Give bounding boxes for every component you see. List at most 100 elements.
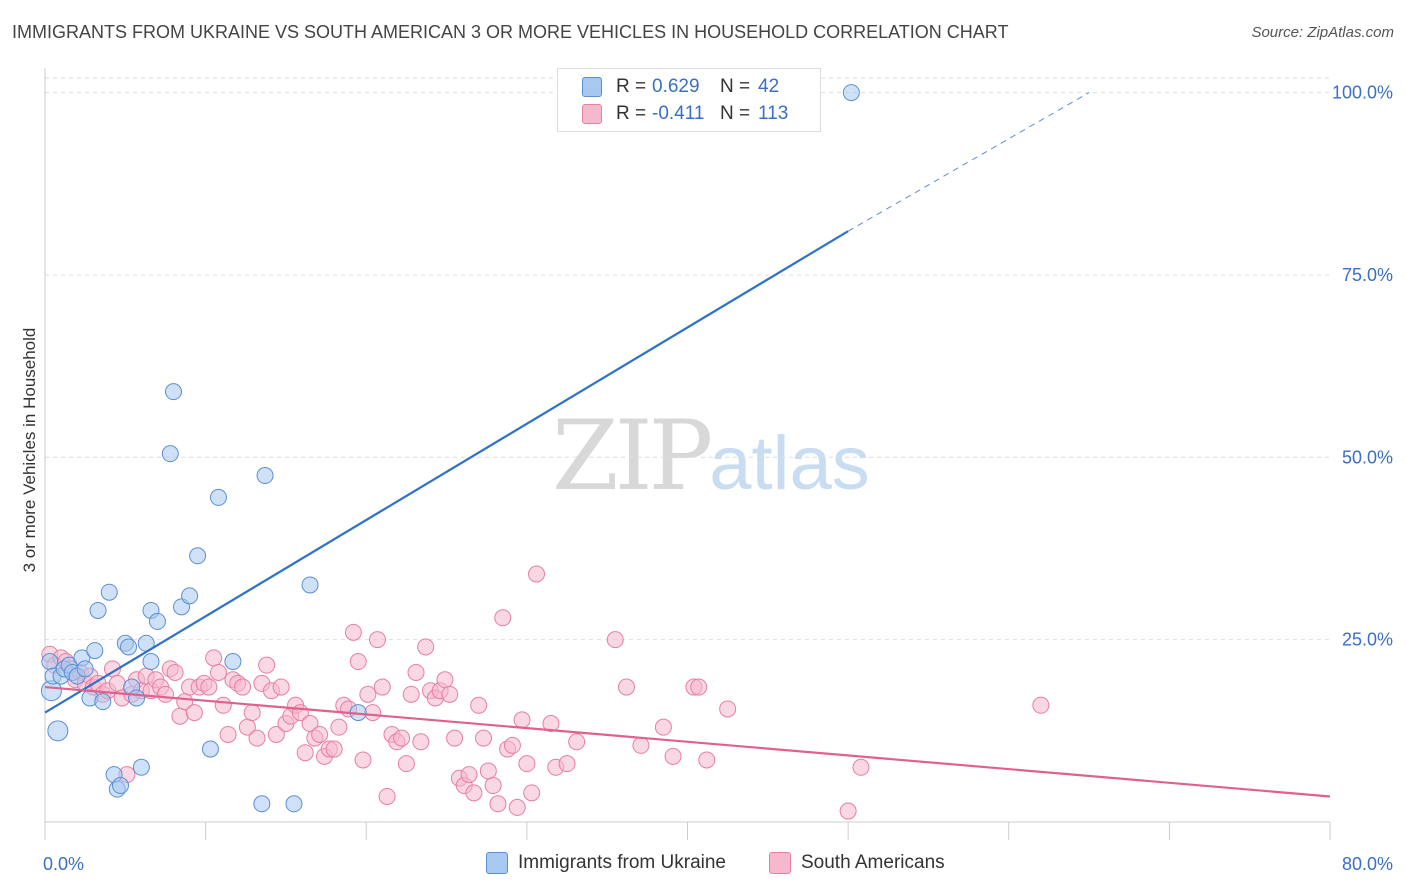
ukraine-point	[89, 601, 107, 619]
south-american-point	[243, 704, 261, 722]
south-american-point	[568, 733, 586, 751]
ukraine-point	[256, 467, 274, 485]
legend-r-value: 0.629	[652, 76, 700, 97]
south-american-point	[494, 609, 512, 627]
ukraine-point	[189, 547, 207, 565]
south-american-point	[523, 784, 541, 802]
legend-n-value: 113	[758, 103, 789, 124]
x-tick-label: 0.0%	[43, 854, 84, 874]
south-american-trend-line	[44, 685, 1331, 798]
south-american-point	[373, 678, 391, 696]
legend-n-value: 42	[758, 76, 780, 97]
ukraine-point	[301, 576, 319, 594]
legend-n-label: N =	[720, 103, 751, 124]
south-american-point	[325, 740, 343, 758]
south-american-point	[393, 729, 411, 747]
south-american-point	[397, 755, 415, 773]
south-american-point	[503, 736, 521, 754]
south-american-point	[171, 707, 189, 725]
south-american-point	[470, 696, 488, 714]
ukraine-trend-extension	[847, 92, 1090, 232]
y-tick-label: 50.0%	[1342, 447, 1393, 467]
south-american-point	[108, 674, 126, 692]
ukraine-point	[148, 612, 166, 630]
watermark: ZIPatlas	[552, 400, 870, 512]
south-american-point	[528, 565, 546, 583]
ukraine-point	[201, 740, 219, 758]
south-american-point	[446, 729, 464, 747]
south-american-point	[185, 704, 203, 722]
south-american-point	[205, 649, 223, 667]
south-american-point	[402, 685, 420, 703]
bottom-legend-swatch-south-americans	[769, 852, 791, 874]
south-american-point	[296, 744, 314, 762]
south-american-point	[558, 755, 576, 773]
south-american-point	[258, 656, 276, 674]
south-american-point	[606, 631, 624, 649]
legend-n-label: N =	[720, 76, 751, 97]
legend-r-label: R =	[616, 103, 647, 124]
ukraine-point	[47, 720, 69, 742]
south-american-point	[460, 766, 478, 784]
ukraine-point	[209, 488, 227, 506]
ukraine-trend-line	[44, 230, 849, 714]
south-american-point	[698, 751, 716, 769]
watermark-zip: ZIP	[552, 400, 713, 512]
south-american-point	[272, 678, 290, 696]
south-american-point	[267, 725, 285, 743]
south-american-point	[542, 715, 560, 733]
ukraine-point	[224, 653, 242, 671]
ukraine-point	[41, 653, 59, 671]
south-american-point	[412, 733, 430, 751]
south-american-point	[690, 678, 708, 696]
legend-r-label: R =	[616, 76, 647, 97]
watermark-atlas: atlas	[709, 421, 870, 506]
bottom-legend-south-americans: South Americans	[769, 852, 945, 874]
correlation-legend: R = 0.629 N = 42 R = -0.411 N = 113	[557, 68, 821, 132]
south-american-point	[330, 718, 348, 736]
south-american-point	[441, 685, 459, 703]
ukraine-point	[161, 445, 179, 463]
ukraine-point	[120, 638, 138, 656]
south-american-point	[632, 736, 650, 754]
south-american-point	[479, 762, 497, 780]
ukraine-point	[165, 383, 182, 401]
ukraine-point	[100, 583, 118, 601]
legend-swatch-ukraine	[582, 77, 602, 97]
south-american-point	[209, 663, 227, 681]
ukraine-point	[285, 795, 303, 813]
south-american-point	[368, 631, 386, 649]
south-american-point	[436, 671, 454, 689]
x-tick-label: 80.0%	[1342, 854, 1393, 874]
south-american-point	[484, 777, 502, 795]
ukraine-point	[142, 653, 160, 671]
south-american-point	[219, 725, 237, 743]
south-american-point	[166, 663, 184, 681]
south-american-point	[617, 678, 635, 696]
south-american-point	[200, 678, 218, 696]
bottom-legend-label-south-americans: South Americans	[801, 852, 945, 873]
south-american-point	[417, 638, 435, 656]
y-tick-label: 75.0%	[1342, 265, 1393, 285]
south-american-point	[364, 704, 382, 722]
south-american-point	[344, 623, 362, 641]
bottom-legend-label-ukraine: Immigrants from Ukraine	[518, 852, 726, 873]
south-american-point	[248, 729, 266, 747]
ukraine-point	[94, 693, 112, 711]
y-axis-title: 3 or more Vehicles in Household	[20, 328, 39, 573]
ukraine-point	[128, 689, 146, 707]
y-tick-label: 25.0%	[1342, 630, 1393, 650]
south-american-point	[214, 696, 232, 714]
south-american-point	[234, 678, 252, 696]
legend-r-value: -0.411	[652, 103, 705, 124]
legend-row-ukraine: R = 0.629 N = 42	[582, 74, 779, 100]
bottom-legend-ukraine: Immigrants from Ukraine	[486, 852, 726, 874]
south-american-point	[489, 795, 507, 813]
south-american-point	[508, 798, 526, 816]
ukraine-point	[181, 587, 199, 605]
south-american-point	[156, 685, 174, 703]
south-american-point	[719, 700, 737, 718]
south-american-point	[359, 685, 377, 703]
ukraine-point	[86, 642, 104, 660]
bottom-legend-swatch-ukraine	[486, 852, 508, 874]
